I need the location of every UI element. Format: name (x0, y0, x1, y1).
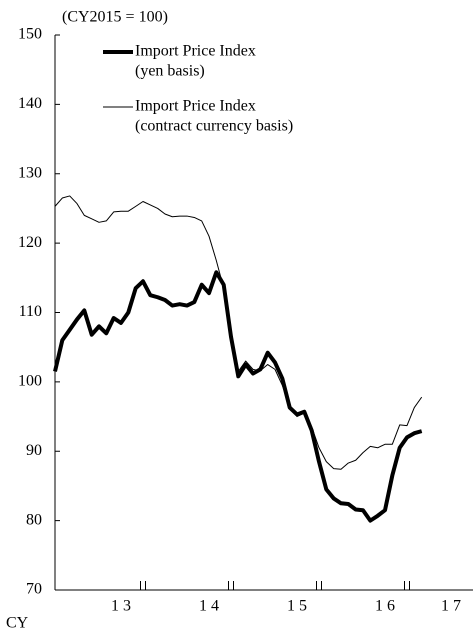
legend-label: Import Price Index (135, 43, 256, 60)
y-tick-label: 110 (19, 303, 42, 320)
series-line (54, 195, 423, 470)
x-tick-label: 1 7 (441, 598, 461, 615)
legend-label: (yen basis) (135, 63, 205, 80)
y-tick-label: 70 (26, 581, 42, 598)
unit-label: (CY2015 = 100) (62, 9, 168, 26)
legend-label: Import Price Index (135, 98, 256, 115)
y-tick-label: 120 (18, 234, 42, 251)
y-tick-label: 90 (26, 442, 42, 459)
x-tick-label: 1 4 (199, 598, 219, 615)
y-tick-label: 150 (18, 26, 42, 43)
x-axis-label: CY (6, 615, 29, 632)
series-line (53, 270, 423, 523)
legend-label: (contract currency basis) (135, 118, 293, 135)
y-tick-label: 140 (18, 95, 42, 112)
x-tick-label: 1 6 (375, 598, 395, 615)
x-tick-label: 1 3 (111, 598, 131, 615)
y-tick-label: 80 (26, 511, 42, 528)
x-tick-label: 1 5 (287, 598, 307, 615)
y-tick-label: 100 (18, 373, 42, 390)
y-tick-label: 130 (18, 164, 42, 181)
